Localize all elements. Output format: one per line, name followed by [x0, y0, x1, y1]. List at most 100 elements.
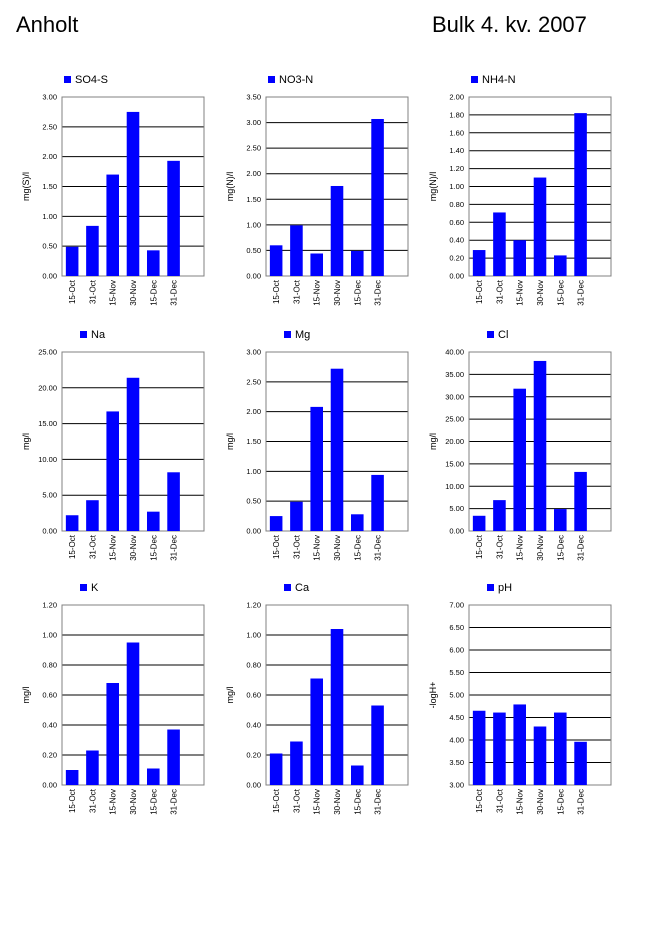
bar	[167, 160, 180, 276]
bar	[493, 712, 506, 785]
x-tick-label: 30-Nov	[536, 789, 545, 815]
y-tick-label: 0.00	[449, 272, 464, 281]
bar	[310, 678, 324, 785]
x-tick-label: 15-Nov	[516, 789, 525, 815]
bar	[310, 406, 324, 531]
bar	[472, 250, 486, 276]
chart-2: 0.00 0.20 0.40 0.60 0.80 1.00 1.20 1.40 1.60 1.80…	[428, 74, 612, 306]
chart-3: 0.00 5.00 10.00 15.00 20.00 25.00 15-Oct 31-Oct…	[21, 329, 205, 561]
y-tick-label: 0.00	[246, 781, 261, 790]
bar	[330, 629, 344, 785]
y-axis-label: mg(N)/l	[225, 172, 235, 202]
y-tick-label: 3.00	[246, 118, 261, 127]
bar	[350, 514, 364, 531]
x-tick-label: 31-Dec	[170, 789, 179, 815]
y-tick-label: 10.00	[445, 482, 464, 491]
y-tick-label: 0.50	[42, 242, 57, 251]
y-tick-label: 0.20	[42, 751, 57, 760]
bar	[86, 500, 99, 531]
x-tick-label: 15-Oct	[272, 279, 281, 304]
y-tick-label: 0.80	[42, 661, 57, 670]
y-tick-label: 15.00	[38, 419, 57, 428]
y-axis-label: mg/l	[428, 433, 438, 450]
y-tick-label: 2.00	[42, 152, 57, 161]
bar	[65, 246, 79, 276]
x-tick-label: 31-Oct	[88, 279, 97, 304]
x-tick-label: 31-Oct	[88, 534, 97, 559]
y-tick-label: 3.50	[246, 93, 261, 102]
y-tick-label: 1.00	[246, 220, 261, 229]
legend-swatch	[80, 584, 87, 591]
y-tick-label: 3.50	[449, 758, 464, 767]
bar	[126, 111, 140, 277]
bar	[290, 501, 303, 531]
bar	[472, 515, 486, 531]
x-tick-label: 15-Dec	[556, 535, 565, 561]
legend-label: Ca	[295, 582, 310, 594]
y-tick-label: 1.00	[42, 631, 57, 640]
bar	[146, 250, 160, 276]
bar	[146, 511, 160, 531]
bar	[106, 683, 120, 785]
y-tick-label: 1.50	[246, 195, 261, 204]
x-tick-label: 30-Nov	[536, 280, 545, 306]
bar	[330, 185, 344, 276]
y-tick-label: 0.80	[246, 661, 261, 670]
x-tick-label: 15-Dec	[353, 535, 362, 561]
legend-label: NO3-N	[279, 74, 313, 86]
x-tick-label: 15-Oct	[68, 788, 77, 813]
bar	[553, 712, 567, 785]
legend-label: NH4-N	[482, 74, 516, 86]
x-tick-label: 31-Dec	[374, 535, 383, 561]
x-tick-label: 15-Oct	[68, 534, 77, 559]
bar	[290, 225, 303, 276]
chart-0: 0.00 0.50 1.00 1.50 2.00 2.50 3.00 15-Oct 31-Oct…	[21, 74, 205, 306]
bar	[65, 515, 79, 531]
legend-swatch	[471, 76, 478, 83]
y-tick-label: 5.50	[449, 668, 464, 677]
x-tick-label: 15-Nov	[109, 280, 118, 306]
x-tick-label: 31-Oct	[495, 534, 504, 559]
bar	[126, 642, 140, 785]
x-tick-label: 31-Dec	[170, 535, 179, 561]
x-tick-label: 15-Oct	[475, 534, 484, 559]
bar	[371, 474, 384, 531]
y-tick-label: 0.40	[42, 721, 57, 730]
x-tick-label: 15-Nov	[313, 280, 322, 306]
x-tick-label: 31-Oct	[292, 279, 301, 304]
y-tick-label: 2.00	[449, 93, 464, 102]
x-tick-label: 15-Nov	[516, 280, 525, 306]
y-tick-label: 30.00	[445, 392, 464, 401]
y-tick-label: 0.20	[246, 751, 261, 760]
chart-5: 0.00 5.00 10.00 15.00 20.00 25.00 30.00 35.00 40…	[428, 329, 612, 561]
y-tick-label: 1.40	[449, 146, 464, 155]
report-title: Bulk 4. kv. 2007	[432, 12, 587, 37]
legend-swatch	[284, 584, 291, 591]
y-axis-label: mg/l	[225, 686, 235, 703]
bar	[553, 255, 567, 276]
y-tick-label: 0.40	[246, 721, 261, 730]
x-tick-label: 15-Dec	[149, 280, 158, 306]
y-tick-label: 4.00	[449, 736, 464, 745]
y-tick-label: 5.00	[449, 691, 464, 700]
x-tick-label: 15-Oct	[68, 279, 77, 304]
bar	[493, 500, 506, 531]
bar	[167, 729, 180, 785]
x-tick-label: 15-Dec	[149, 535, 158, 561]
y-tick-label: 5.00	[449, 504, 464, 513]
y-tick-label: 6.00	[449, 646, 464, 655]
y-tick-label: 4.50	[449, 713, 464, 722]
bar	[533, 726, 547, 785]
x-tick-label: 15-Nov	[313, 535, 322, 561]
bar	[513, 704, 527, 785]
x-tick-label: 15-Oct	[272, 534, 281, 559]
x-tick-label: 31-Oct	[292, 788, 301, 813]
y-tick-label: 1.00	[449, 182, 464, 191]
y-tick-label: 1.20	[246, 601, 261, 610]
x-tick-label: 30-Nov	[536, 535, 545, 561]
y-tick-label: 2.00	[246, 169, 261, 178]
chart-4: 0.00 0.50 1.00 1.50 2.00 2.50 3.00 15-Oct 31-Oct…	[225, 329, 409, 561]
x-tick-label: 31-Dec	[170, 280, 179, 306]
y-tick-label: 2.50	[42, 122, 57, 131]
bar	[269, 245, 283, 276]
